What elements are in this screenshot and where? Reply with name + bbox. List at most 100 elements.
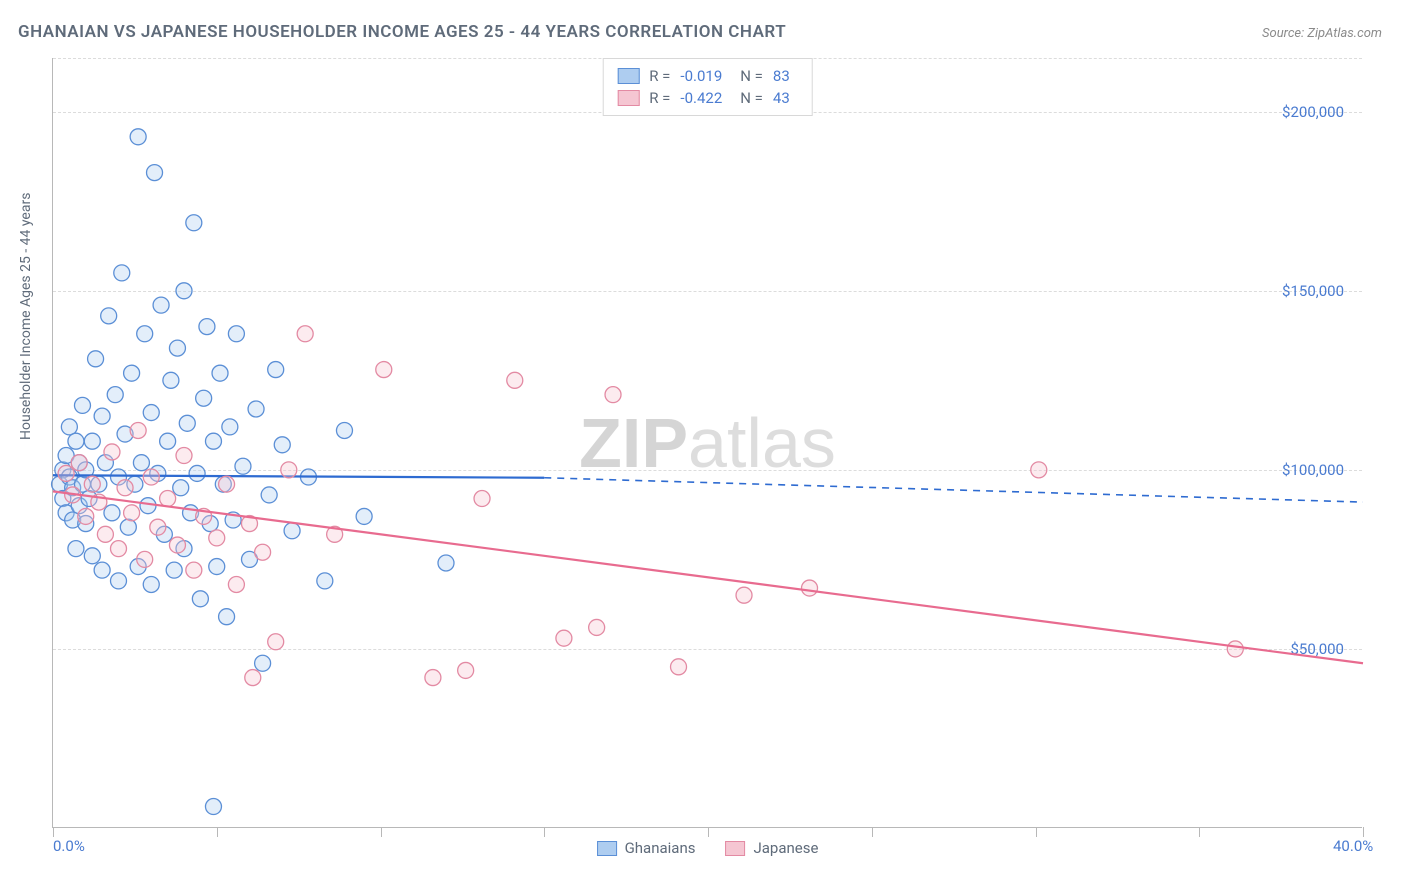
data-point bbox=[589, 619, 605, 635]
data-point bbox=[802, 580, 818, 596]
data-point bbox=[605, 387, 621, 403]
data-point bbox=[228, 576, 244, 592]
data-point bbox=[219, 476, 235, 492]
data-point bbox=[199, 319, 215, 335]
data-point bbox=[94, 408, 110, 424]
data-point bbox=[173, 480, 189, 496]
data-point bbox=[425, 670, 441, 686]
data-point bbox=[153, 297, 169, 313]
data-point bbox=[124, 365, 140, 381]
data-point bbox=[111, 541, 127, 557]
data-point bbox=[438, 555, 454, 571]
data-point bbox=[192, 591, 208, 607]
y-axis-label: Householder Income Ages 25 - 44 years bbox=[18, 193, 34, 440]
data-point bbox=[507, 372, 523, 388]
swatch-icon bbox=[597, 841, 617, 856]
data-point bbox=[111, 573, 127, 589]
correlation-chart: GHANAIAN VS JAPANESE HOUSEHOLDER INCOME … bbox=[0, 0, 1406, 892]
x-tick bbox=[381, 827, 382, 837]
data-point bbox=[336, 422, 352, 438]
stats-legend: R =-0.019 N =83 R =-0.422 N =43 bbox=[602, 58, 813, 116]
data-point bbox=[458, 662, 474, 678]
data-point bbox=[169, 340, 185, 356]
x-tick-label: 40.0% bbox=[1333, 837, 1373, 855]
data-point bbox=[117, 480, 133, 496]
data-point bbox=[268, 362, 284, 378]
data-point bbox=[97, 526, 113, 542]
data-point bbox=[74, 397, 90, 413]
data-point bbox=[281, 462, 297, 478]
x-tick bbox=[544, 827, 545, 837]
data-point bbox=[356, 508, 372, 524]
x-tick bbox=[1036, 827, 1037, 837]
data-point bbox=[1031, 462, 1047, 478]
data-point bbox=[255, 655, 271, 671]
data-point bbox=[1227, 641, 1243, 657]
data-point bbox=[219, 609, 235, 625]
data-point bbox=[68, 433, 84, 449]
plot-svg bbox=[53, 58, 1362, 827]
data-point bbox=[176, 283, 192, 299]
data-point bbox=[104, 505, 120, 521]
data-point bbox=[133, 455, 149, 471]
data-point bbox=[169, 537, 185, 553]
swatch-icon bbox=[725, 841, 745, 856]
data-point bbox=[78, 508, 94, 524]
data-point bbox=[474, 491, 490, 507]
data-point bbox=[176, 448, 192, 464]
data-point bbox=[186, 562, 202, 578]
data-point bbox=[255, 544, 271, 560]
data-point bbox=[160, 433, 176, 449]
data-point bbox=[137, 326, 153, 342]
x-tick bbox=[1363, 827, 1364, 837]
data-point bbox=[274, 437, 290, 453]
plot-area: ZIPatlas R =-0.019 N =83 R =-0.422 N =43… bbox=[52, 58, 1362, 828]
x-tick bbox=[872, 827, 873, 837]
data-point bbox=[140, 498, 156, 514]
trend-line-extrapolated bbox=[544, 478, 1363, 502]
source-attribution: Source: ZipAtlas.com bbox=[1262, 26, 1382, 41]
data-point bbox=[137, 551, 153, 567]
data-point bbox=[101, 308, 117, 324]
data-point bbox=[147, 165, 163, 181]
data-point bbox=[71, 455, 87, 471]
data-point bbox=[143, 576, 159, 592]
data-point bbox=[317, 573, 333, 589]
data-point bbox=[556, 630, 572, 646]
data-point bbox=[235, 458, 251, 474]
data-point bbox=[61, 419, 77, 435]
data-point bbox=[179, 415, 195, 431]
data-point bbox=[222, 419, 238, 435]
swatch-icon bbox=[617, 68, 639, 84]
data-point bbox=[736, 587, 752, 603]
stats-row-2: R =-0.422 N =43 bbox=[617, 87, 798, 109]
stats-row-1: R =-0.019 N =83 bbox=[617, 65, 798, 87]
data-point bbox=[205, 433, 221, 449]
data-point bbox=[120, 519, 136, 535]
x-tick-label: 0.0% bbox=[53, 837, 85, 855]
data-point bbox=[212, 365, 228, 381]
data-point bbox=[209, 530, 225, 546]
data-point bbox=[245, 670, 261, 686]
legend-item-ghanaians: Ghanaians bbox=[597, 839, 696, 857]
data-point bbox=[284, 523, 300, 539]
data-point bbox=[84, 433, 100, 449]
data-point bbox=[130, 422, 146, 438]
data-point bbox=[268, 634, 284, 650]
data-point bbox=[228, 326, 244, 342]
data-point bbox=[143, 405, 159, 421]
data-point bbox=[107, 387, 123, 403]
data-point bbox=[124, 505, 140, 521]
data-point bbox=[84, 476, 100, 492]
data-point bbox=[297, 326, 313, 342]
data-point bbox=[130, 129, 146, 145]
data-point bbox=[114, 265, 130, 281]
data-point bbox=[376, 362, 392, 378]
series-legend: Ghanaians Japanese bbox=[597, 839, 819, 857]
x-tick bbox=[217, 827, 218, 837]
swatch-icon bbox=[617, 90, 639, 106]
x-tick bbox=[708, 827, 709, 837]
chart-title: GHANAIAN VS JAPANESE HOUSEHOLDER INCOME … bbox=[18, 22, 786, 42]
data-point bbox=[196, 390, 212, 406]
trend-line bbox=[53, 491, 1363, 663]
